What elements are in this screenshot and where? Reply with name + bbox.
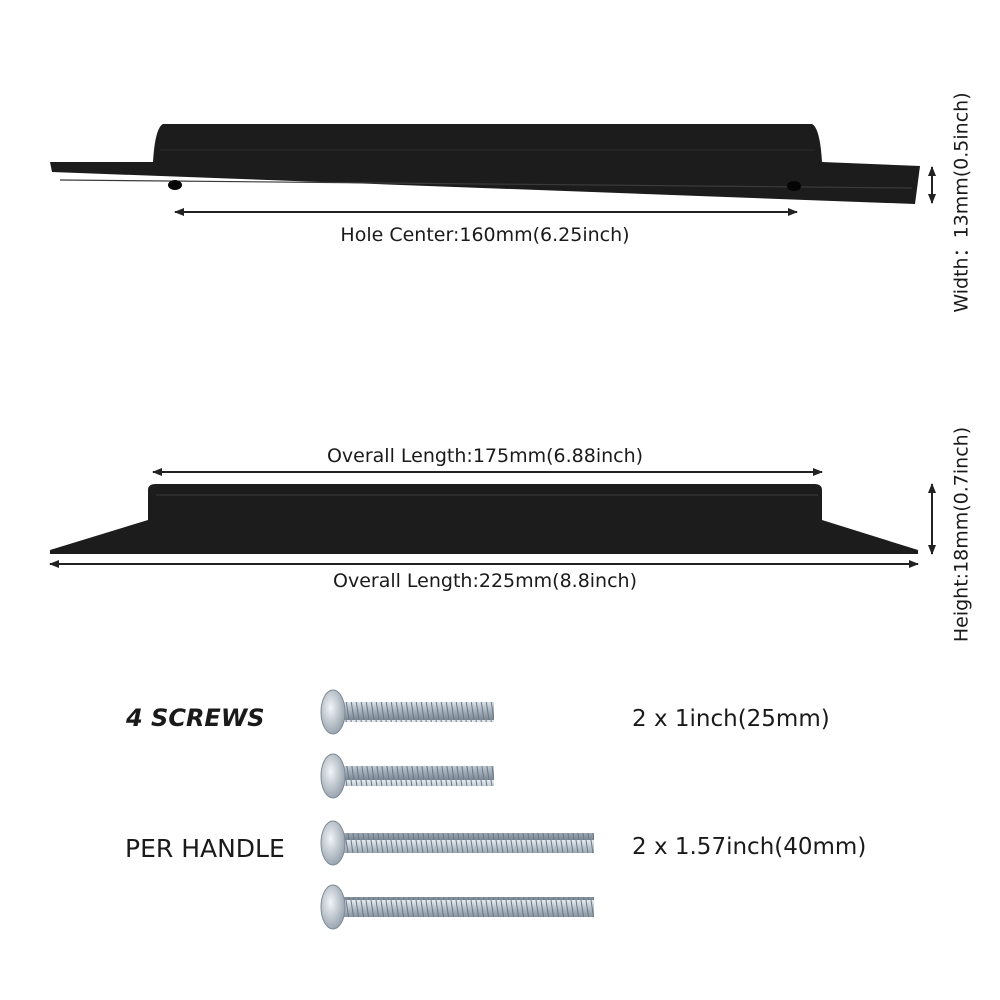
inner-length-label: Overall Length:175mm(6.88inch) <box>326 445 644 467</box>
short-screw-spec: 2 x 1inch(25mm) <box>632 706 830 732</box>
long-screw-spec: 2 x 1.57inch(40mm) <box>632 834 867 860</box>
mounting-hole <box>168 180 182 190</box>
height-label: Height:18mm(0.7inch) <box>950 426 973 643</box>
handle-top-view <box>50 124 920 204</box>
outer-length-label: Overall Length:225mm(8.8inch) <box>332 570 638 592</box>
mounting-hole <box>787 181 801 191</box>
hole-center-label: Hole Center:160mm(6.25inch) <box>340 224 630 246</box>
width-label: Width：13mm(0.5inch) <box>950 92 973 313</box>
short-screw <box>320 689 494 735</box>
long-screw <box>320 884 594 930</box>
handle-side-view <box>50 484 918 554</box>
short-screw <box>320 753 494 799</box>
screws-title: 4 SCREWS <box>126 704 265 732</box>
per-handle-label: PER HANDLE <box>125 834 285 863</box>
long-screw <box>320 820 594 866</box>
